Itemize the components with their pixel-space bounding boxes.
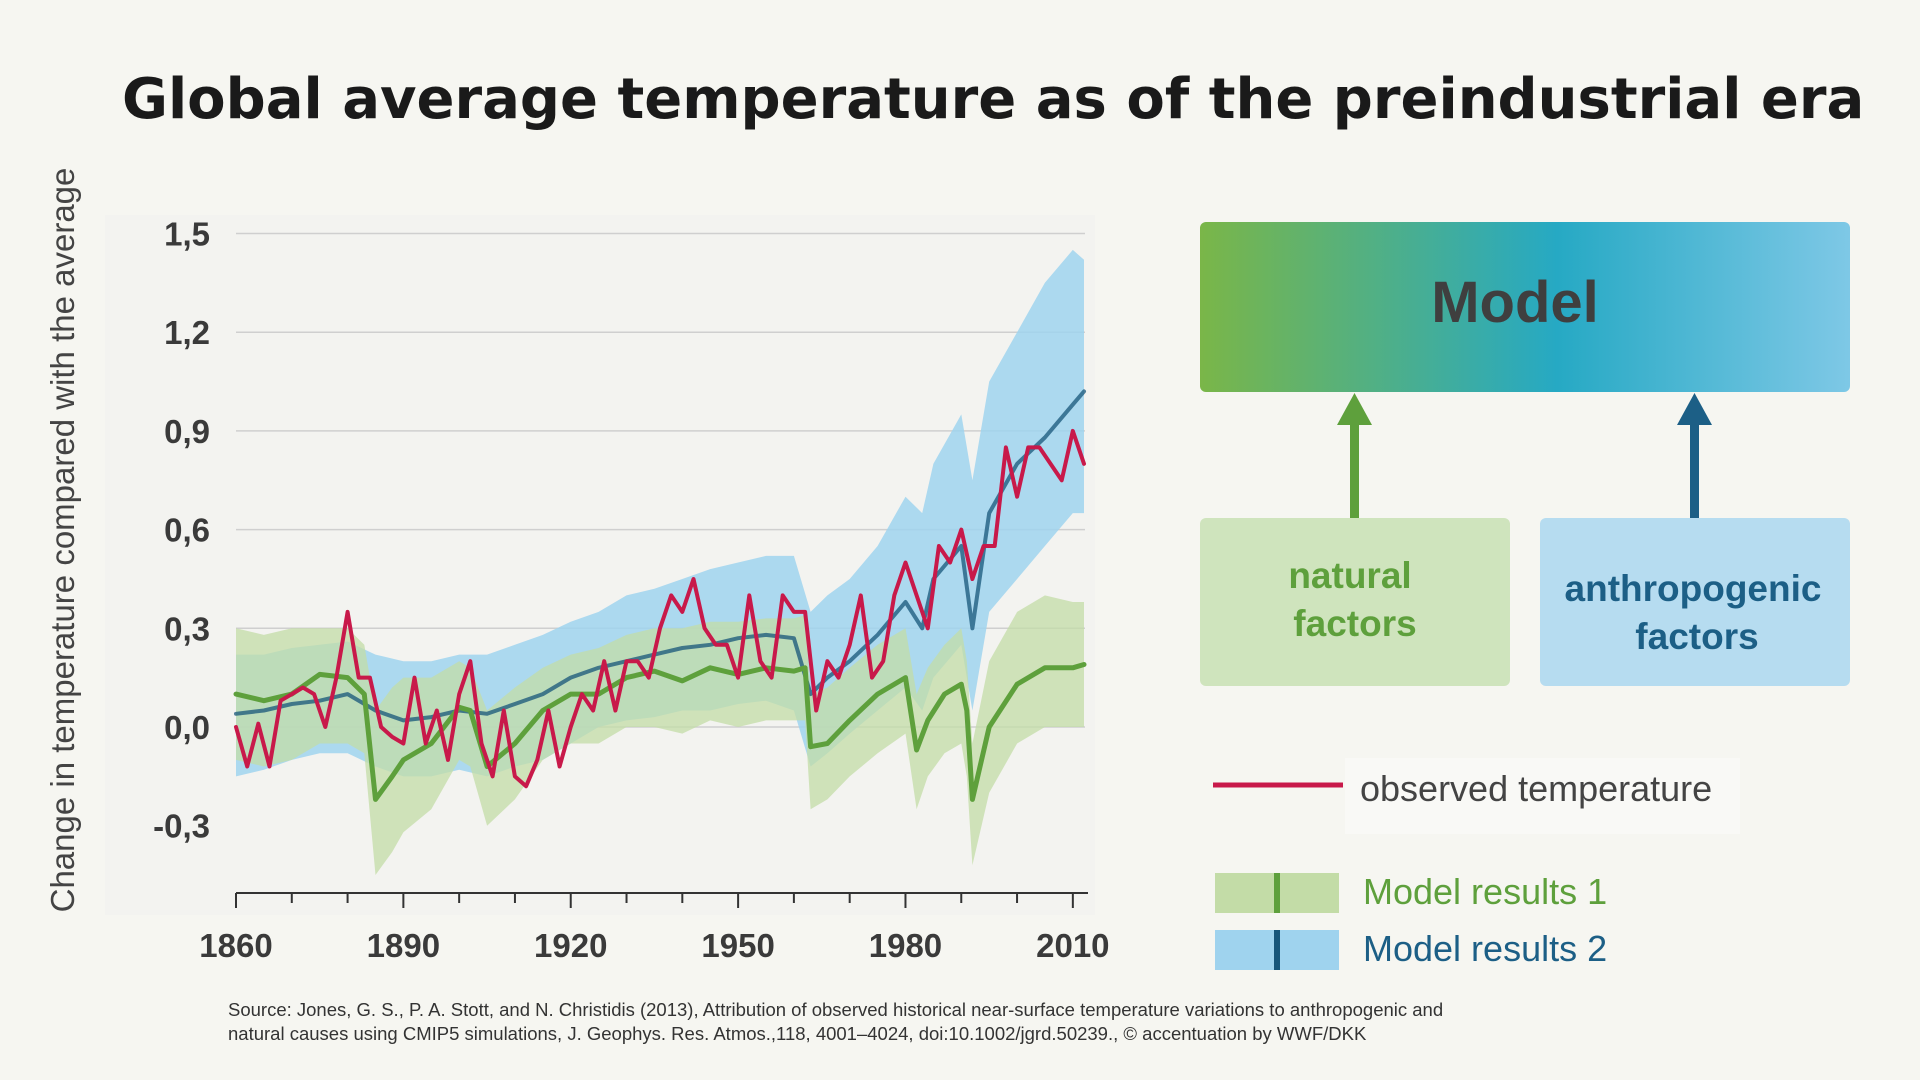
legend-model2-label: Model results 2 bbox=[1363, 928, 1607, 969]
observed-line bbox=[234, 428, 1086, 789]
anthropogenic-arrow-icon bbox=[1677, 393, 1712, 518]
x-tick-label-1890: 1890 bbox=[367, 927, 440, 964]
source-line-2: natural causes using CMIP5 simulations, … bbox=[228, 1023, 1367, 1044]
legend-model1-label: Model results 1 bbox=[1363, 871, 1607, 912]
series-lines bbox=[233, 389, 1087, 802]
y-tick-label-0: -0,3 bbox=[153, 808, 210, 845]
natural-factors-label-1: natural bbox=[1288, 555, 1411, 596]
y-tick-label-1: 0,0 bbox=[164, 709, 210, 746]
x-tick-label-1950: 1950 bbox=[701, 927, 774, 964]
source-line-1: Source: Jones, G. S., P. A. Stott, and N… bbox=[228, 999, 1443, 1020]
x-tick-label-1920: 1920 bbox=[534, 927, 607, 964]
model1-line bbox=[233, 662, 1087, 802]
anthropogenic-factors-label-2: factors bbox=[1635, 616, 1758, 657]
y-tick-label-4: 0,9 bbox=[164, 413, 210, 450]
model2-band bbox=[236, 249, 1084, 777]
legend-model2-tick bbox=[1274, 930, 1280, 970]
x-tick-label-2010: 2010 bbox=[1036, 927, 1109, 964]
natural-arrow-icon bbox=[1337, 393, 1372, 518]
y-tick-label-3: 0,6 bbox=[164, 512, 210, 549]
x-tick-label-1980: 1980 bbox=[869, 927, 942, 964]
legend-model1-tick bbox=[1274, 873, 1280, 913]
y-axis-label: Change in temperature compared with the … bbox=[44, 168, 81, 913]
x-axis bbox=[235, 892, 1088, 908]
y-tick-labels: -0,3 0,0 0,3 0,6 0,9 1,2 1,5 bbox=[153, 216, 210, 845]
y-tick-label-6: 1,5 bbox=[164, 216, 210, 253]
anthropogenic-factors-box bbox=[1540, 518, 1850, 686]
legend: observed temperature Model results 1 Mod… bbox=[1213, 758, 1740, 970]
natural-factors-label-2: factors bbox=[1293, 603, 1416, 644]
model2-line bbox=[234, 389, 1086, 723]
x-tick-labels: 1860 1890 1920 1950 1980 2010 bbox=[199, 927, 1109, 964]
natural-factors-box bbox=[1200, 518, 1510, 686]
model-box bbox=[1200, 222, 1850, 392]
model-label: Model bbox=[1431, 270, 1599, 335]
y-tick-label-2: 0,3 bbox=[164, 610, 210, 647]
legend-observed-bg bbox=[1345, 758, 1740, 834]
anthropogenic-factors-label-1: anthropogenic bbox=[1565, 568, 1822, 609]
y-tick-label-5: 1,2 bbox=[164, 314, 210, 351]
x-tick-label-1860: 1860 bbox=[199, 927, 272, 964]
page-title: Global average temperature as of the pre… bbox=[122, 67, 1864, 132]
legend-observed-label: observed temperature bbox=[1360, 768, 1712, 809]
